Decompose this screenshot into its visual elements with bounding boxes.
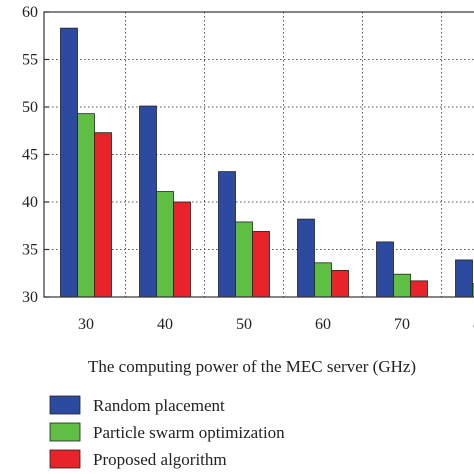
x-axis-ticks: 304050607080 — [78, 316, 474, 333]
bar — [235, 221, 253, 298]
bar — [376, 241, 394, 298]
bar — [156, 191, 174, 298]
bar — [410, 280, 428, 298]
y-axis-ticks: 30 35 40 45 50 55 60 — [22, 4, 49, 306]
y-tick-label: 45 — [22, 147, 38, 164]
bar — [252, 231, 270, 298]
legend-swatch — [49, 422, 81, 442]
bar — [297, 218, 315, 298]
bar — [60, 27, 78, 298]
y-tick-label: 60 — [22, 4, 38, 21]
y-tick-label: 35 — [22, 242, 38, 259]
x-tick-label: 30 — [78, 316, 94, 333]
bar — [472, 283, 474, 298]
y-tick-label: 55 — [22, 52, 38, 69]
legend-swatch — [49, 395, 81, 415]
bars — [60, 27, 474, 298]
legend: Random placement Particle swarm optimizat… — [49, 395, 285, 469]
bar — [393, 273, 411, 298]
bar — [218, 171, 236, 298]
grid — [44, 12, 474, 297]
bar — [139, 105, 157, 298]
y-tick-label: 40 — [22, 194, 38, 211]
legend-label: Random placement — [93, 396, 225, 415]
x-tick-label: 40 — [157, 316, 173, 333]
x-tick-label: 70 — [394, 316, 410, 333]
x-axis-title: The computing power of the MEC server (G… — [88, 357, 416, 376]
bar — [331, 269, 349, 298]
legend-swatch — [49, 449, 81, 469]
bar — [314, 262, 332, 298]
y-tick-label: 50 — [22, 99, 38, 116]
x-tick-label: 60 — [315, 316, 331, 333]
x-tick-label: 50 — [236, 316, 252, 333]
bar — [455, 259, 473, 298]
legend-label: Particle swarm optimization — [93, 423, 285, 442]
bar — [173, 201, 191, 298]
bar — [94, 132, 112, 298]
y-tick-label: 30 — [22, 289, 38, 306]
bar — [77, 113, 95, 298]
legend-label: Proposed algorithm — [93, 450, 227, 469]
